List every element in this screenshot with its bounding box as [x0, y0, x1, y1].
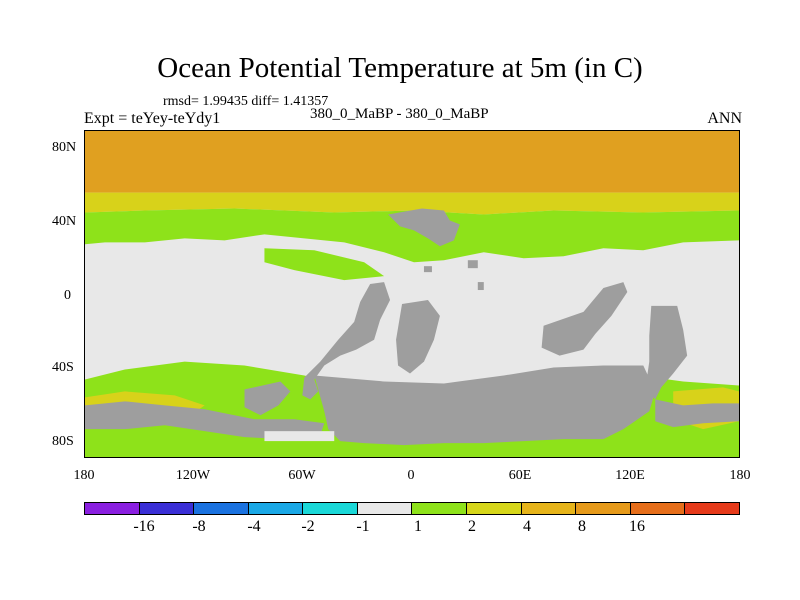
lon-tick-120w: 120W [175, 468, 211, 483]
colorbar [84, 502, 740, 515]
lat-tick-0: 0 [64, 288, 71, 303]
season-label: ANN [707, 110, 742, 127]
lon-tick-180e: 180 [729, 468, 751, 483]
central-continent [396, 299, 440, 374]
antarctic-island [244, 381, 291, 416]
lon-tick-120e: 120E [615, 468, 645, 483]
island-3 [477, 282, 484, 291]
mid-pacific-green-patch [264, 248, 385, 281]
colorbar-bin-6 [357, 503, 413, 514]
western-continent [302, 282, 391, 400]
lon-tick-60w: 60W [288, 468, 316, 483]
island-1 [423, 266, 432, 273]
experiment-label: Expt = teYey-teYdy1 [84, 110, 221, 127]
plot-title: Ocean Potential Temperature at 5m (in C) [157, 52, 643, 84]
colorbar-label: 4 [523, 518, 531, 535]
colorbar-bin-3 [194, 503, 249, 514]
colorbar-label: 1 [414, 518, 422, 535]
southern-continent [314, 365, 656, 446]
colorbar-bin-2 [139, 503, 195, 514]
antarctic-ice-strip [264, 431, 335, 442]
colorbar-label: -1 [356, 518, 370, 535]
colorbar-label: -16 [133, 518, 155, 535]
far-east-continent [645, 305, 688, 400]
colorbar-bin-8 [467, 503, 522, 514]
northern-green-band [85, 208, 739, 263]
lat-tick-40s: 40S [52, 360, 74, 375]
colorbar-bin-4 [248, 503, 304, 514]
lat-tick-80n: 80N [52, 140, 77, 155]
colorbar-label: 2 [468, 518, 476, 535]
island-2 [467, 260, 478, 269]
colorbar-bin-1 [85, 503, 140, 514]
colorbar-label: -4 [247, 518, 261, 535]
eastern-peninsula [541, 282, 628, 356]
lon-tick-0: 0 [407, 468, 415, 483]
colorbar-label: 16 [629, 518, 645, 535]
colorbar-bin-7 [412, 503, 468, 514]
colorbar-bin-9 [521, 503, 577, 514]
lat-tick-40n: 40N [52, 214, 77, 229]
lat-tick-80s: 80S [52, 434, 74, 449]
temperature-difference-map [85, 131, 739, 457]
northern-landmass [388, 208, 460, 247]
arctic-warm-band [85, 131, 739, 193]
rmsd-diff-stats: rmsd= 1.99435 diff= 1.41357 [163, 94, 329, 109]
colorbar-label: -2 [301, 518, 315, 535]
colorbar-bin-11 [630, 503, 686, 514]
comparison-label: 380_0_MaBP - 380_0_MaBP [310, 106, 489, 122]
lon-tick-180w: 180 [73, 468, 95, 483]
antarctic-east-shelf [655, 399, 739, 428]
colorbar-label: -8 [192, 518, 206, 535]
lon-tick-60e: 60E [508, 468, 532, 483]
colorbar-bin-12 [685, 503, 739, 514]
map-panel [84, 130, 740, 458]
antarctic-west-shelf [85, 401, 325, 440]
colorbar-label: 8 [578, 518, 586, 535]
colorbar-bin-5 [303, 503, 358, 514]
colorbar-bin-10 [576, 503, 631, 514]
subarctic-yellow-band [85, 192, 739, 215]
